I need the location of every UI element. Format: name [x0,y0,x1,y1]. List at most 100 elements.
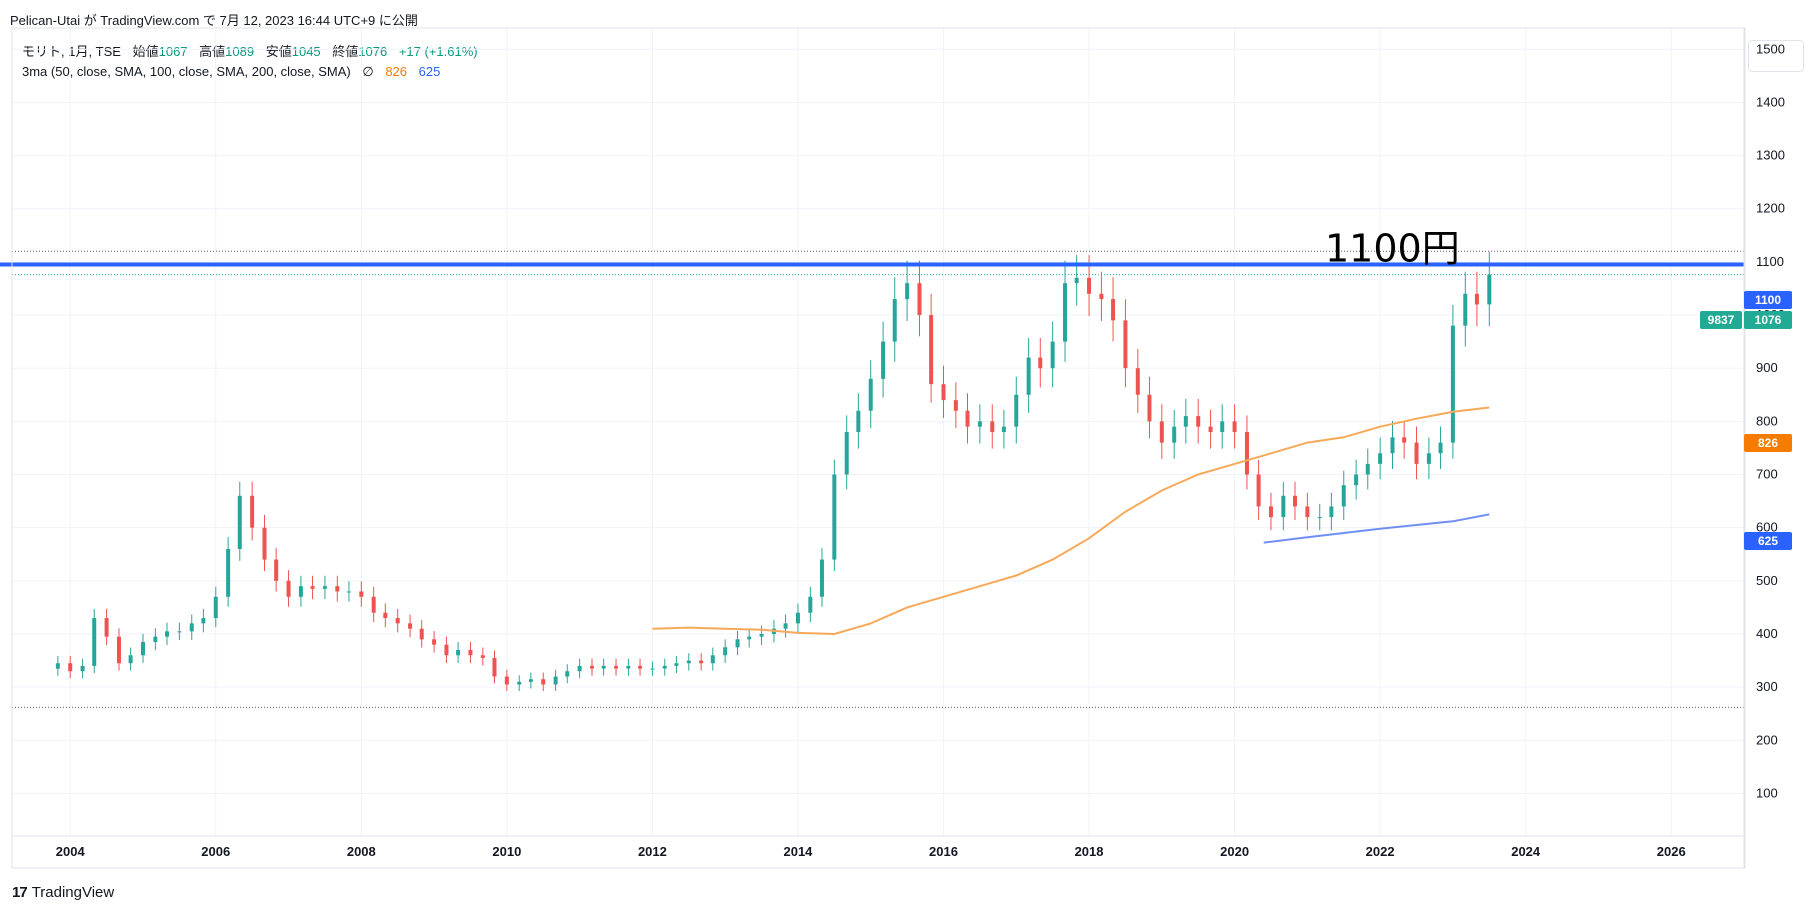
candle-body [917,283,922,316]
candle-body [298,586,303,597]
candle-body [395,618,400,624]
candle-body [1414,442,1419,464]
candle-body [1317,517,1322,519]
tradingview-footer[interactable]: 17 TradingView [12,884,114,901]
candle-body [92,618,97,666]
x-tick-label: 2026 [1657,844,1686,859]
candle-body [601,665,606,669]
chart-frame [11,27,1746,869]
candle-body [432,639,437,645]
candle-body [941,384,946,401]
y-tick-label: 1400 [1756,94,1785,109]
candle-body [104,618,109,637]
price-badge [1744,291,1792,309]
candle-body [614,665,619,669]
x-tick-label: 2018 [1075,844,1104,859]
x-tick-label: 2006 [201,844,230,859]
price-badge-label: 826 [1758,436,1778,450]
candle-body [1329,506,1334,518]
candle-body [322,586,327,589]
candle-body [1172,426,1177,443]
candle-body [662,665,667,669]
candle-body [783,623,788,629]
candle-body [1426,453,1431,464]
candle-body [1014,394,1019,427]
candle-body [1390,437,1395,454]
y-tick-label: 1500 [1756,41,1785,56]
legend-close-value: 1076 [358,44,388,59]
candle-body [844,432,849,475]
hline-annotation-label: 1100円 [1325,227,1460,271]
candle-body [1159,421,1164,443]
candle-body [1256,474,1261,507]
candle-body [735,639,740,648]
candle-body [1196,416,1201,427]
candle-body [868,378,873,411]
candle-body [456,649,461,656]
candle-body [990,421,995,432]
chart-legend: モリト, 1月, TSE 始値1067 高値1089 安値1045 終値1076… [22,42,478,82]
candle-body [1268,506,1273,518]
x-tick-label: 2004 [56,844,86,859]
y-tick-label: 300 [1756,679,1778,694]
candle-body [1001,426,1006,432]
legend-ohlc-row[interactable]: モリト, 1月, TSE 始値1067 高値1089 安値1045 終値1076… [22,42,478,62]
candle-body [517,681,522,685]
candle-body [1438,442,1443,454]
candle-body [1147,394,1152,422]
candle-body [213,596,218,619]
candle-body [274,559,279,581]
candle-body [577,665,582,672]
candle-body [528,679,533,682]
legend-open-label: 始値 [132,44,159,59]
y-tick-label: 600 [1756,520,1778,535]
candle-body [795,612,800,624]
candle-body [262,527,267,560]
x-tick-label: 2010 [492,844,521,859]
candle-body [1135,368,1140,395]
candle-body [638,665,643,669]
candle-body [1208,426,1213,432]
y-tick-label: 1100 [1756,254,1784,269]
candle-body [1183,416,1188,427]
candle-body [226,548,231,597]
candle-body [480,655,485,658]
candle-body [250,495,255,528]
x-tick-label: 2020 [1220,844,1249,859]
candle-body [881,341,886,379]
hidden-eye-icon[interactable]: ∅ [362,64,374,79]
legend-ma1-value: 826 [385,64,408,79]
legend-indicator-row[interactable]: 3ma (50, close, SMA, 100, close, SMA, 20… [22,62,478,82]
candle-body [140,641,145,656]
candle-body [747,636,752,640]
candlestick-series [55,251,1492,691]
ma-line [652,406,1490,636]
candle-body [1378,453,1383,464]
y-tick-label: 700 [1756,467,1778,482]
candle-body [1099,293,1104,300]
candle-body [504,676,509,685]
candle-body [1026,357,1031,395]
chart-settings-box[interactable] [1748,40,1804,72]
price-badge-label: 1076 [1755,313,1782,327]
candle-body [1354,474,1359,486]
legend-close-label: 終値 [332,44,359,59]
chart-axes: 1002003004005006007008009001000110012001… [11,27,1785,869]
candle-body [1038,357,1043,369]
candle-body [674,663,679,666]
candle-body [1050,341,1055,369]
candle-body [929,315,934,385]
candle-body [1463,293,1468,326]
x-tick-label: 2012 [638,844,667,859]
legend-ma2-value: 625 [418,64,441,79]
x-tick-label: 2022 [1366,844,1395,859]
y-tick-label: 1300 [1756,148,1785,163]
candle-body [977,421,982,427]
price-badge-label: 1100 [1755,293,1781,307]
legend-low-value: 1045 [291,44,321,59]
candle-body [710,655,715,664]
candle-body [1087,277,1092,294]
candle-body [1244,432,1249,475]
candle-body [723,647,728,656]
